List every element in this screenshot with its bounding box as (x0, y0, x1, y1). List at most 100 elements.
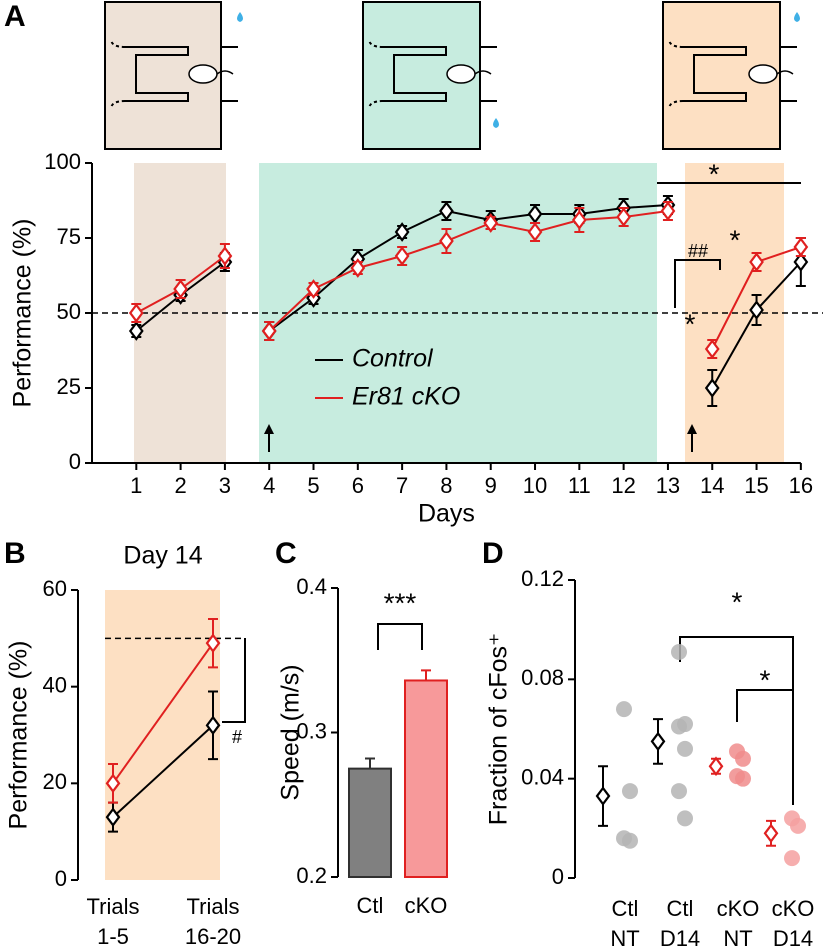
data-point (622, 832, 638, 849)
x-tick-label: 1 (130, 473, 142, 498)
y-tick-label: 0.04 (521, 764, 564, 789)
panel-label: C (275, 537, 297, 570)
panel-label: A (4, 0, 26, 33)
data-point (793, 252, 809, 272)
annotation: * (709, 158, 720, 189)
y-tick-label: 0.2 (296, 863, 327, 888)
data-point (650, 731, 666, 752)
x-tick-label: 6 (352, 473, 364, 498)
arrows (264, 424, 697, 452)
data-point (790, 817, 806, 834)
x-tick-label: 4 (263, 473, 275, 498)
annotation: * (760, 664, 771, 695)
x-tick-label: 11 (568, 473, 591, 498)
data-point (784, 850, 800, 867)
x-tick-label: cKO (772, 896, 815, 921)
y-axis-label: Performance (%) (9, 219, 37, 408)
x-tick-label: 16 (789, 473, 813, 498)
data-point (217, 246, 233, 266)
data-point (677, 740, 693, 757)
data-point (735, 750, 751, 767)
y-tick-label: 50 (57, 299, 81, 324)
data-point (704, 378, 720, 398)
data-point (205, 633, 221, 654)
chart-title: Day 14 (123, 542, 202, 570)
y-tick-label: 0.3 (296, 718, 327, 743)
data-point (763, 823, 779, 844)
x-tick-label: 3 (219, 473, 231, 498)
x-axis-label: Days (418, 500, 475, 528)
data-point (735, 770, 751, 787)
data-point (439, 201, 454, 221)
x-tick-label: 16-20 (185, 924, 241, 949)
bar (348, 767, 392, 878)
y-tick-label: 0.12 (521, 566, 564, 591)
y-tick-label: 0 (55, 866, 67, 891)
x-tick-label: 7 (396, 473, 408, 498)
data-point (793, 237, 809, 257)
data-point (483, 213, 499, 233)
y-tick-label: 100 (44, 149, 81, 174)
x-tick-label: D14 (660, 926, 700, 951)
y-tick-label: 0.4 (296, 574, 327, 599)
x-tick-label: D14 (773, 926, 813, 951)
data-point (261, 321, 277, 341)
series-line (112, 642, 214, 784)
data-point (671, 644, 687, 661)
x-tick-label: NT (610, 926, 639, 951)
y-axis-label: Fraction of cFos⁺ (485, 633, 513, 825)
data-point (749, 252, 764, 272)
data-point (677, 810, 693, 827)
data-point (616, 207, 632, 227)
x-tick-label: 15 (744, 473, 768, 498)
x-tick-label: 8 (440, 473, 452, 498)
data-point (394, 246, 410, 266)
x-tick-label: cKO (405, 893, 448, 918)
series-line (112, 724, 214, 818)
data-point (749, 300, 764, 320)
data-point (595, 786, 611, 806)
data-point (128, 303, 144, 323)
data-point (439, 231, 454, 251)
maze-schematics (104, 1, 800, 150)
data-point (173, 279, 188, 299)
x-tick-label: Ctl (612, 896, 639, 921)
bar (404, 679, 448, 878)
annotation: * (730, 224, 741, 255)
x-tick-label: Trials (87, 894, 140, 919)
data-point (616, 701, 632, 718)
data-point (128, 321, 144, 341)
data-point (105, 807, 121, 828)
annotation: # (232, 727, 242, 747)
x-tick-label: 9 (485, 473, 497, 498)
data-point (394, 222, 410, 242)
panel-label: D (482, 537, 504, 570)
data-point (660, 201, 676, 221)
data-point (527, 222, 543, 242)
data-point (306, 279, 321, 299)
y-tick-label: 0 (552, 864, 564, 889)
data-point (571, 210, 587, 230)
data-point (708, 756, 724, 777)
y-tick-label: 60 (43, 576, 67, 601)
annotation: * (685, 308, 696, 339)
data-point (622, 783, 638, 800)
data-point (671, 718, 687, 735)
data-point (205, 715, 221, 736)
x-tick-label: 10 (523, 473, 547, 498)
data-point (105, 773, 121, 794)
y-tick-label: 0 (69, 449, 81, 474)
y-tick-label: 0.08 (521, 665, 564, 690)
x-tick-label: Ctl (357, 893, 384, 918)
y-axis-label: Speed (m/s) (277, 664, 305, 800)
legend-label: Er81 cKO (352, 383, 460, 411)
y-tick-label: 75 (57, 224, 81, 249)
data-point (350, 258, 366, 278)
x-tick-label: Ctl (667, 896, 694, 921)
x-tick-label: 1-5 (97, 924, 129, 949)
x-tick-label: NT (723, 926, 752, 951)
x-tick-label: Trials (187, 894, 240, 919)
legend-label: Control (352, 345, 434, 373)
y-tick-label: 25 (57, 374, 81, 399)
